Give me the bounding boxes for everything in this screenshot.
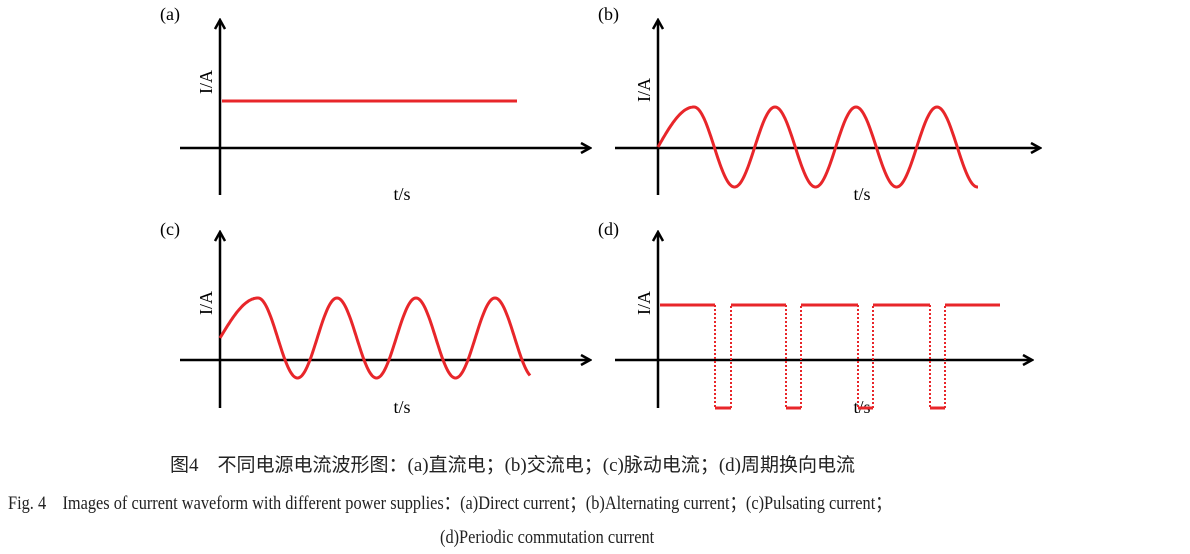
- waveform-periodic-commutation-current: [660, 303, 1000, 410]
- panel-label: (c): [160, 219, 180, 240]
- x-axis-label: t/s: [853, 184, 870, 204]
- panel-label: (d): [598, 219, 619, 240]
- panel-c: (c) I/A t/s: [160, 219, 590, 417]
- y-axis-label: I/A: [196, 291, 216, 315]
- waveform-alternating-current: [656, 105, 978, 189]
- x-axis-label: t/s: [393, 397, 410, 417]
- panel-label: (b): [598, 4, 619, 25]
- x-axis-label: t/s: [393, 184, 410, 204]
- figure-panels: (a) I/A t/s (b) I/A t/s (c) I/A t/s (d) …: [160, 4, 1190, 417]
- panel-b: (b) I/A t/s: [598, 4, 1040, 204]
- waveform-pulsating-current: [218, 296, 532, 380]
- caption-english-line1: Fig. 4 Images of current waveform with d…: [8, 493, 892, 514]
- caption-english-line2: (d)Periodic commutation current: [440, 527, 655, 548]
- y-axis-label: I/A: [634, 291, 654, 315]
- y-axis-label: I/A: [634, 78, 654, 102]
- panel-label: (a): [160, 4, 180, 25]
- caption-chinese: 图4 不同电源电流波形图：(a)直流电；(b)交流电；(c)脉动电流；(d)周期…: [170, 455, 855, 476]
- y-axis-label: I/A: [196, 70, 216, 94]
- panel-a: (a) I/A t/s: [160, 4, 590, 204]
- panel-d: (d) I/A t/s: [598, 219, 1032, 417]
